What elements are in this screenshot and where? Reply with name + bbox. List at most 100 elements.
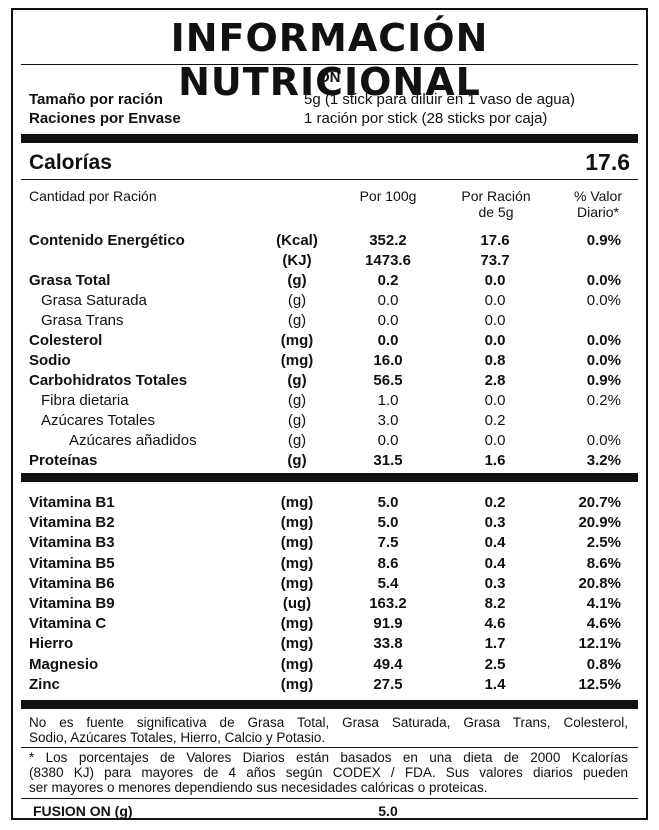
nutrient-daily-value: 4.6% — [586, 615, 621, 633]
nutrient-name: Contenido Energético — [29, 232, 185, 249]
nutrient-unit: (mg) — [280, 494, 314, 511]
nutrient-name: Sodio — [29, 352, 71, 369]
nutrient-unit: (mg) — [280, 574, 314, 592]
nutrient-unit: (mg) — [280, 635, 314, 653]
serving-size-value: 5g (1 stick para diluir en 1 vaso de agu… — [304, 91, 575, 108]
nutrient-per-100g: 56.5 — [373, 372, 403, 389]
nutrient-name: Grasa Saturada — [41, 292, 147, 309]
nutrient-name: Proteínas — [29, 452, 98, 469]
servings-per-container-label: Raciones por Envase — [29, 110, 181, 127]
column-header-name: Cantidad por Ración — [29, 188, 157, 204]
nutrient-per-serving: 0.4 — [484, 534, 506, 552]
nutrient-per-serving: 1.6 — [484, 452, 506, 469]
nutrient-daily-value: 0.0% — [586, 332, 621, 349]
nutrient-daily-value: 0.8% — [586, 655, 621, 673]
column-header-per-serving: Por Ración de 5g — [441, 188, 551, 220]
nutrient-unit: (Kcal) — [276, 232, 318, 249]
nutrient-name: Zinc — [29, 675, 60, 693]
nutrient-name: Vitamina B2 — [29, 514, 115, 532]
nutrient-name: Vitamina B3 — [29, 534, 115, 552]
nutrient-per-serving: 2.5 — [484, 655, 506, 673]
nutrient-per-serving: 0.0 — [484, 432, 506, 449]
nutrient-unit: (g) — [287, 392, 307, 409]
nutrient-unit: (ug) — [282, 595, 312, 612]
nutrient-per-100g: 0.0 — [377, 312, 399, 329]
nutrient-unit: (mg) — [280, 615, 314, 633]
nutrient-per-serving: 2.8 — [484, 372, 506, 389]
nutrient-per-serving: 0.0 — [484, 292, 506, 309]
label-title: INFORMACIÓN NUTRICIONAL — [170, 16, 489, 104]
column-header-daily-value: % Valor Diario* — [558, 188, 638, 220]
servings-per-container-value: 1 ración por stick (28 sticks por caja) — [304, 110, 548, 127]
nutrient-per-serving: 0.0 — [484, 332, 506, 349]
divider — [21, 798, 638, 799]
serving-size-label: Tamaño por ración — [29, 91, 163, 108]
footnote-line1: * Los porcentajes de Valores Diarios est… — [29, 750, 628, 765]
nutrient-per-100g: 31.5 — [373, 452, 403, 469]
nutrient-per-100g: 5.4 — [377, 574, 399, 592]
nutrient-unit: (mg) — [280, 554, 314, 572]
nutrient-per-serving: 73.7 — [480, 252, 510, 269]
nutrient-daily-value: 0.2% — [586, 392, 621, 409]
nutrient-daily-value: 12.5% — [578, 675, 621, 693]
nutrient-per-100g: 49.4 — [373, 655, 403, 673]
column-header-dv-line2: Diario* — [576, 204, 619, 220]
nutrient-name: Hierro — [29, 635, 74, 653]
nutrient-per-serving: 1.4 — [484, 675, 506, 693]
divider — [21, 64, 638, 65]
calories-value: 17.6 — [585, 149, 630, 175]
nutrient-per-100g: 0.2 — [377, 272, 399, 289]
nutrient-per-serving: 0.2 — [484, 412, 506, 429]
nutrient-per-serving: 8.2 — [484, 595, 506, 612]
nutrient-per-100g: 0.0 — [377, 292, 399, 309]
product-name: ON — [318, 69, 341, 86]
nutrient-unit: (mg) — [280, 332, 314, 349]
footer-label: FUSION ON (g) — [33, 803, 133, 819]
nutrient-per-100g: 1.0 — [377, 392, 399, 409]
column-header-per-serving-line2: de 5g — [478, 204, 514, 220]
nutrient-daily-value: 2.5% — [586, 534, 621, 552]
nutrient-unit: (KJ) — [282, 252, 312, 269]
footer-value: 5.0 — [378, 803, 398, 819]
nutrient-name: Azúcares añadidos — [69, 432, 197, 449]
nutrient-unit: (g) — [287, 452, 307, 469]
divider-thick — [21, 134, 638, 143]
nutrient-daily-value: 0.9% — [586, 232, 621, 249]
nutrient-daily-value: 20.8% — [578, 574, 621, 592]
column-header-per100: Por 100g — [359, 188, 417, 204]
nutrient-per-serving: 0.0 — [484, 312, 506, 329]
nutrient-unit: (mg) — [280, 534, 314, 552]
nutrient-per-serving: 0.4 — [484, 554, 506, 572]
nutrient-per-100g: 0.0 — [377, 432, 399, 449]
nutrient-daily-value: 20.7% — [578, 494, 621, 511]
nutrient-name: Vitamina B5 — [29, 554, 115, 572]
column-header-per-serving-line1: Por Ración — [461, 188, 531, 204]
nutrient-unit: (mg) — [280, 514, 314, 532]
nutrient-per-100g: 33.8 — [373, 635, 403, 653]
nutrient-unit: (g) — [287, 312, 307, 329]
nutrient-daily-value: 8.6% — [586, 554, 621, 572]
nutrient-name: Grasa Total — [29, 272, 111, 289]
nutrient-per-serving: 0.8 — [484, 352, 506, 369]
not-significant-note-line2: Sodio, Azúcares Totales, Hierro, Calcio … — [29, 730, 326, 745]
nutrient-daily-value: 0.9% — [586, 372, 621, 389]
nutrient-per-serving: 1.7 — [484, 635, 506, 653]
nutrient-name: Vitamina C — [29, 615, 107, 633]
nutrient-daily-value: 4.1% — [586, 595, 621, 612]
nutrient-per-serving: 0.0 — [484, 272, 506, 289]
nutrient-unit: (g) — [287, 292, 307, 309]
divider — [21, 747, 638, 748]
nutrient-per-serving: 0.3 — [484, 514, 506, 532]
nutrient-unit: (g) — [287, 412, 307, 429]
nutrient-name: Vitamina B1 — [29, 494, 115, 511]
nutrient-unit: (g) — [287, 432, 307, 449]
nutrient-per-100g: 5.0 — [377, 514, 399, 532]
divider-thick — [21, 473, 638, 482]
nutrient-per-100g: 5.0 — [377, 494, 399, 511]
nutrition-facts-label: INFORMACIÓN NUTRICIONAL ON Tamaño por ra… — [11, 8, 648, 820]
nutrient-per-serving: 4.6 — [484, 615, 506, 633]
nutrient-unit: (mg) — [280, 352, 314, 369]
nutrient-name: Azúcares Totales — [41, 412, 155, 429]
nutrient-per-100g: 1473.6 — [365, 252, 411, 269]
footnote-line3: ser mayores o menores dependiendo sus ne… — [29, 780, 488, 795]
